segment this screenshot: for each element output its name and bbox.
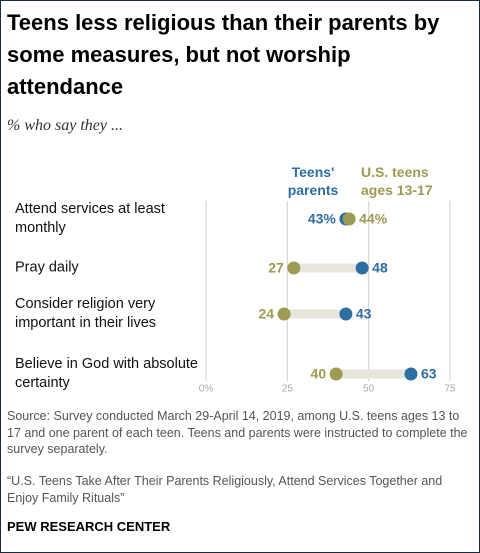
dot xyxy=(342,212,356,226)
footer: PEW RESEARCH CENTER xyxy=(7,519,171,534)
value-label: 44% xyxy=(359,211,388,227)
x-tick-label: 75 xyxy=(444,384,456,395)
category-label: Pray daily xyxy=(15,259,79,276)
dot xyxy=(287,261,301,275)
category-label: Attend services at least monthly xyxy=(15,201,165,236)
value-label: 43 xyxy=(356,306,372,322)
title: Teens less religious than their parents … xyxy=(7,10,440,99)
x-tick-label: 0% xyxy=(199,384,214,395)
subtitle: % who say they ... xyxy=(7,117,123,134)
value-label: 63 xyxy=(421,366,437,382)
dot xyxy=(277,307,291,321)
x-tick-label: 50 xyxy=(363,384,375,395)
dot xyxy=(339,307,353,321)
source: Source: Survey conducted March 29-April … xyxy=(7,409,468,456)
dot xyxy=(329,367,343,381)
value-label: 27 xyxy=(268,260,284,276)
dot xyxy=(355,261,369,275)
value-label: 43% xyxy=(308,211,337,227)
category-label: Consider religion very important in thei… xyxy=(15,296,157,331)
value-label: 40 xyxy=(311,366,327,382)
x-tick-label: 25 xyxy=(282,384,294,395)
category-label: Believe in God with absolute certainty xyxy=(15,356,198,391)
legend-label: U.S. teens ages 13-17 xyxy=(361,164,433,198)
value-label: 48 xyxy=(372,260,388,276)
dot xyxy=(404,367,418,381)
value-label: 24 xyxy=(259,306,275,322)
legend-label: Teens' parents xyxy=(287,164,339,198)
note: “U.S. Teens Take After Their Parents Rel… xyxy=(7,474,443,505)
